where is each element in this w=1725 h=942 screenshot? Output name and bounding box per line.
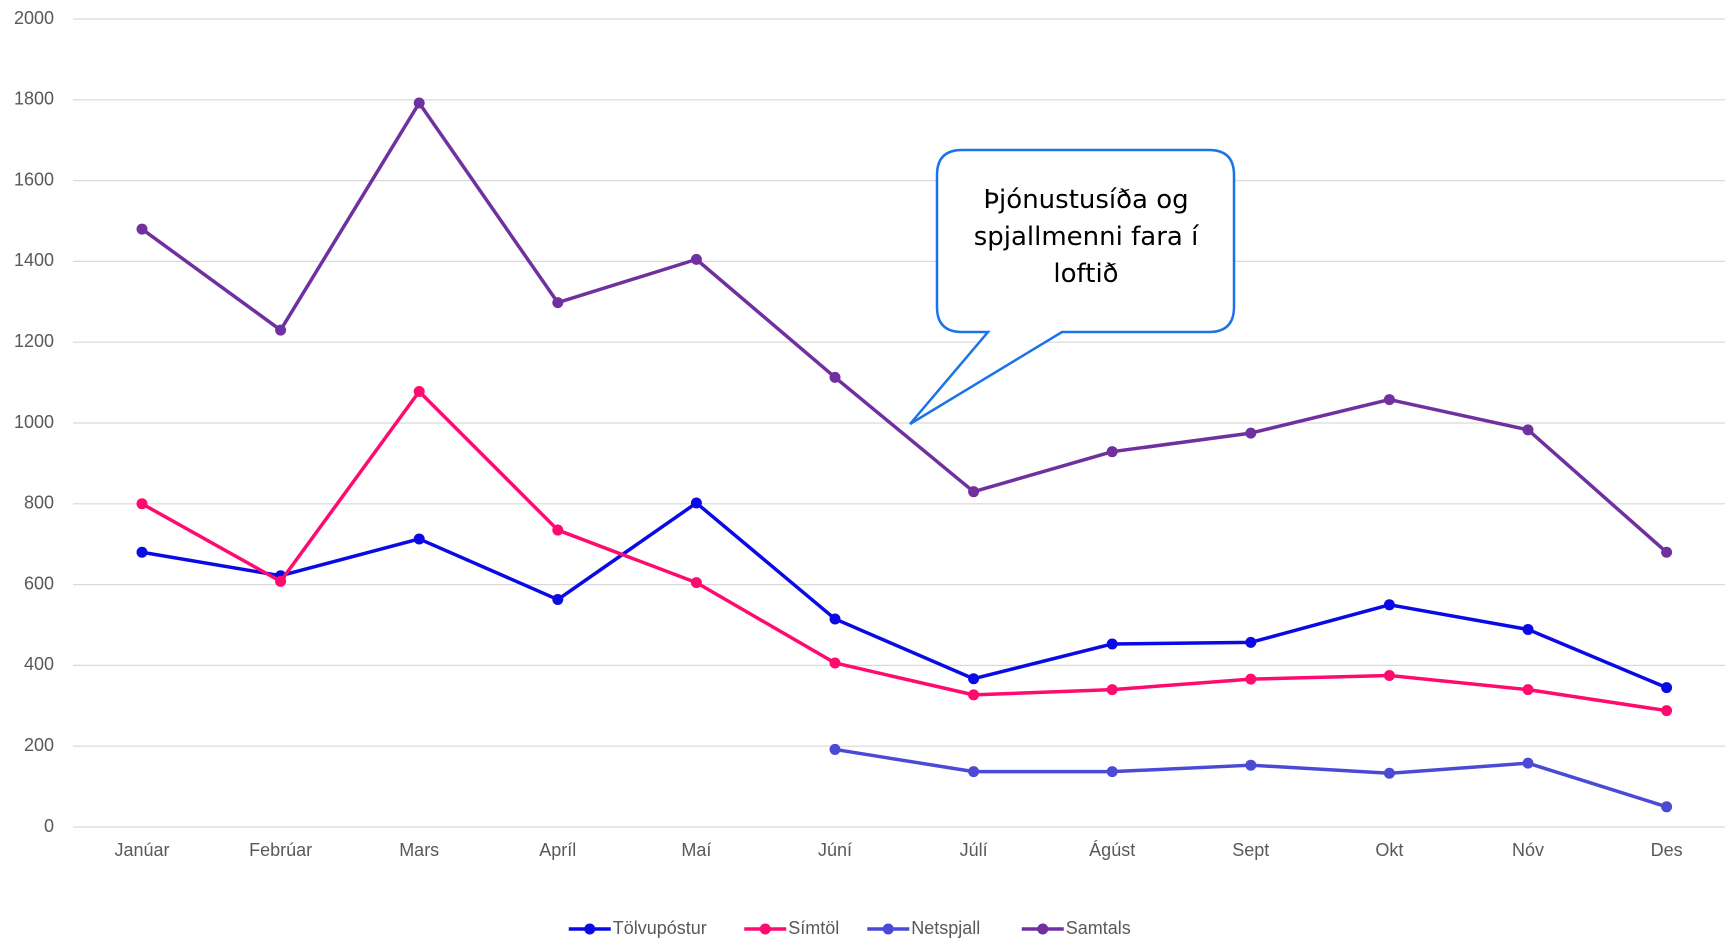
data-point bbox=[829, 613, 841, 625]
y-tick-label: 1400 bbox=[14, 250, 54, 270]
data-point bbox=[1106, 766, 1118, 778]
data-point bbox=[829, 371, 841, 383]
legend-swatch-dot bbox=[1037, 923, 1049, 935]
data-point bbox=[829, 657, 841, 669]
data-point bbox=[413, 97, 425, 109]
legend-label: Tölvupóstur bbox=[613, 918, 707, 938]
legend-label: Samtals bbox=[1066, 918, 1131, 938]
data-point bbox=[1661, 546, 1673, 558]
data-point bbox=[136, 546, 148, 558]
data-point bbox=[136, 223, 148, 235]
x-tick-label: Mars bbox=[399, 840, 439, 860]
data-point bbox=[690, 497, 702, 509]
data-point bbox=[690, 577, 702, 589]
data-point bbox=[275, 575, 287, 587]
data-point bbox=[413, 533, 425, 545]
data-point bbox=[1383, 670, 1395, 681]
legend-label: Netspjall bbox=[911, 918, 980, 938]
data-point bbox=[968, 766, 980, 778]
y-tick-label: 800 bbox=[24, 493, 54, 513]
series-line bbox=[140, 101, 1668, 554]
data-point bbox=[968, 486, 980, 498]
x-tick-label: Sept bbox=[1232, 840, 1269, 860]
data-point bbox=[1245, 759, 1257, 771]
x-tick-label: Nóv bbox=[1512, 840, 1544, 860]
data-point bbox=[413, 385, 425, 397]
data-point bbox=[1245, 636, 1257, 648]
annotation: Þjónustusíða og spjallmenni fara í lofti… bbox=[973, 185, 1199, 289]
series-line bbox=[141, 501, 1668, 690]
x-tick-label: Júlí bbox=[960, 840, 988, 860]
y-tick-label: 1000 bbox=[14, 412, 54, 432]
x-tick-label: Des bbox=[1651, 840, 1683, 860]
legend-swatch-dot bbox=[759, 923, 771, 935]
data-point bbox=[1522, 623, 1534, 635]
series-line bbox=[141, 389, 1667, 713]
y-tick-label: 200 bbox=[24, 735, 54, 755]
data-point bbox=[1106, 446, 1118, 458]
data-point bbox=[1245, 427, 1257, 439]
y-tick-label: 0 bbox=[44, 816, 54, 836]
legend-label: Símtöl bbox=[788, 918, 839, 938]
data-point bbox=[1661, 801, 1673, 813]
data-point bbox=[1383, 767, 1395, 779]
x-tick-label: Júní bbox=[818, 840, 852, 860]
x-tick-label: Ágúst bbox=[1089, 840, 1135, 860]
data-point bbox=[1661, 705, 1673, 717]
data-point bbox=[275, 324, 287, 336]
data-point bbox=[690, 253, 702, 265]
y-tick-label: 1200 bbox=[14, 331, 54, 351]
series-line bbox=[834, 747, 1668, 809]
legend-swatch-dot bbox=[882, 923, 894, 935]
data-point bbox=[968, 673, 980, 685]
x-tick-label: Apríl bbox=[539, 840, 576, 860]
data-point bbox=[1522, 684, 1534, 696]
data-point bbox=[1106, 684, 1118, 696]
callout-box bbox=[909, 148, 1236, 426]
data-point bbox=[1383, 599, 1395, 611]
legend-swatch-dot bbox=[584, 923, 596, 935]
data-point bbox=[1383, 394, 1395, 406]
x-tick-label: Maí bbox=[681, 840, 711, 860]
y-tick-label: 400 bbox=[24, 654, 54, 674]
y-tick-label: 1600 bbox=[14, 169, 54, 189]
data-point bbox=[136, 498, 148, 510]
data-point bbox=[1245, 673, 1257, 685]
plot: 0 200 400 600 800 1000 1200 1400 1600 1800 2000 Jan… bbox=[14, 8, 1725, 938]
x-tick-label: Febrúar bbox=[249, 840, 312, 860]
x-tick-label: Janúar bbox=[114, 840, 169, 860]
data-point bbox=[552, 594, 564, 606]
y-tick-label: 2000 bbox=[14, 8, 54, 28]
data-point bbox=[1522, 757, 1534, 769]
data-point bbox=[552, 297, 564, 309]
data-point bbox=[552, 524, 564, 536]
data-point bbox=[968, 689, 980, 701]
data-point bbox=[1106, 638, 1118, 650]
data-point bbox=[1661, 682, 1673, 694]
y-tick-label: 600 bbox=[24, 573, 54, 593]
data-point bbox=[829, 743, 841, 755]
data-point bbox=[1522, 424, 1534, 436]
x-tick-label: Okt bbox=[1375, 840, 1403, 860]
y-tick-label: 1800 bbox=[14, 89, 54, 109]
